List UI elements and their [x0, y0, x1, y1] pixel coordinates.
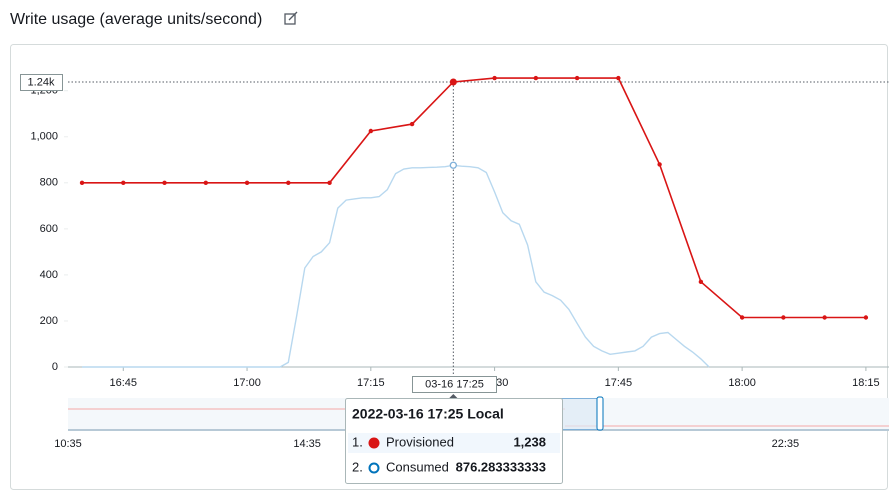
- point: [121, 180, 126, 186]
- x-tick-label: 16:45: [110, 377, 138, 389]
- tooltip-series-name: Consumed: [386, 459, 449, 474]
- point: [781, 315, 786, 320]
- x-hover-label: 03-16 17:25: [425, 378, 484, 390]
- panel-title: Write usage (average units/second): [10, 11, 262, 28]
- point: [863, 315, 869, 320]
- point: [203, 180, 208, 186]
- point: [244, 180, 250, 186]
- tooltip: 2022-03-16 17:25 Local 1. Provisioned 1,238…: [345, 398, 563, 484]
- navigator-handle[interactable]: [596, 396, 604, 431]
- hover-point: [449, 161, 457, 169]
- legend-marker: [368, 462, 380, 474]
- x-hover-box: [412, 376, 497, 393]
- point: [698, 279, 704, 285]
- point: [409, 121, 415, 127]
- navigator-tick-label: 14:35: [293, 438, 321, 450]
- point: [533, 75, 539, 81]
- chart-panel: [10, 44, 888, 490]
- point: [616, 75, 621, 81]
- tooltip-row-highlight: [348, 433, 560, 453]
- y-hover-box: [20, 74, 63, 91]
- edit-icon-pen: [288, 11, 298, 21]
- tooltip-series-name: Provisioned: [386, 434, 454, 449]
- x-tick-label: 18:15: [852, 377, 880, 389]
- point: [79, 180, 85, 186]
- x-tick-label: 18:00: [728, 377, 756, 389]
- point: [574, 75, 580, 81]
- point: [822, 315, 827, 320]
- point: [739, 315, 745, 320]
- legend-marker: [368, 437, 380, 449]
- tooltip-arrow: [448, 394, 459, 399]
- point: [286, 180, 291, 186]
- tooltip-value: 1,238: [513, 434, 546, 449]
- y-tick-label: 400: [40, 269, 58, 281]
- edit-icon[interactable]: [284, 11, 298, 25]
- y-tick-label: 1,000: [30, 131, 58, 143]
- y-tick-label: 600: [40, 223, 58, 235]
- point: [162, 180, 167, 186]
- y-tick-label: 0: [52, 361, 58, 373]
- navigator-tick-label: 10:35: [54, 438, 82, 450]
- navigator-tick-label: 22:35: [772, 438, 800, 450]
- y-tick-label: 200: [40, 315, 58, 327]
- tooltip-index: 1.: [352, 434, 363, 449]
- x-tick-label: 17:00: [233, 377, 261, 389]
- edit-icon-box: [284, 13, 296, 25]
- tooltip-title: 2022-03-16 17:25 Local: [352, 406, 504, 422]
- hover-point: [449, 78, 457, 86]
- point: [368, 128, 374, 134]
- x-tick-label: 17:45: [605, 377, 633, 389]
- series-line: [82, 77, 866, 319]
- y-hover-label: 1.24k: [28, 76, 55, 88]
- point: [327, 180, 332, 186]
- series-line: [82, 164, 710, 368]
- point: [657, 162, 662, 167]
- x-tick-label: 17:15: [357, 377, 385, 389]
- y-tick-label: 800: [40, 177, 58, 189]
- point: [492, 75, 497, 81]
- tooltip-value: 876.283333333: [456, 459, 546, 474]
- tooltip-index: 2.: [352, 459, 363, 474]
